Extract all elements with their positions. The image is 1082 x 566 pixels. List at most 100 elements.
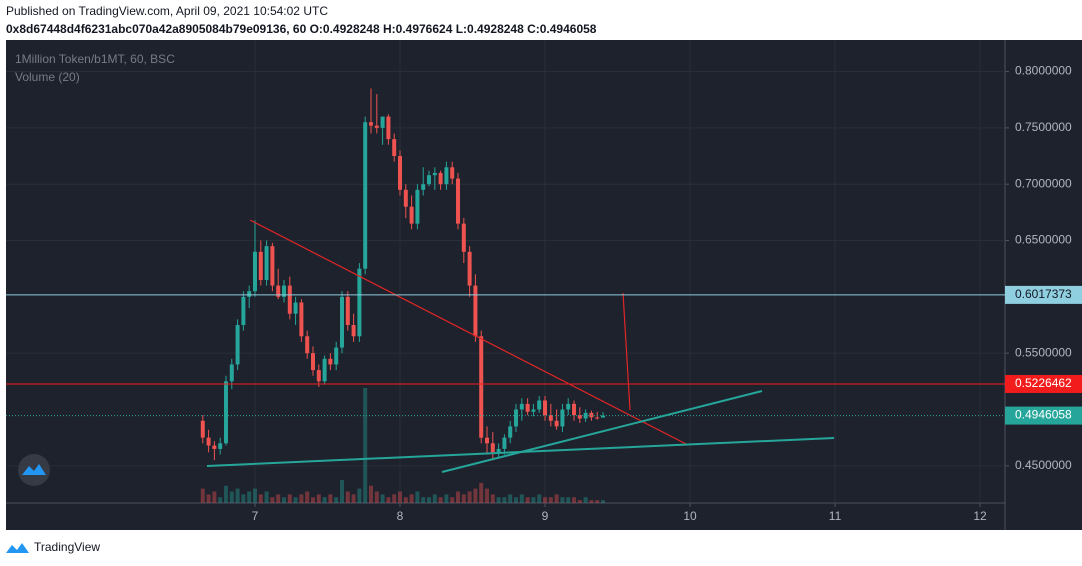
y-tick-label: 0.8000000 bbox=[1015, 64, 1072, 78]
volume-bar bbox=[316, 494, 321, 503]
volume-bar bbox=[537, 494, 542, 503]
volume-bar bbox=[444, 494, 449, 503]
volume-bar bbox=[438, 497, 443, 503]
volume-bar bbox=[363, 388, 368, 503]
volume-bar bbox=[519, 494, 524, 503]
candle-body bbox=[438, 172, 443, 185]
volume-bar bbox=[508, 494, 513, 503]
volume-bar bbox=[514, 497, 519, 503]
volume-bar bbox=[456, 491, 461, 503]
candle-body bbox=[490, 443, 495, 453]
candle-body bbox=[595, 417, 600, 419]
volume-bar bbox=[502, 497, 507, 503]
trendline bbox=[622, 292, 631, 411]
candle-body bbox=[566, 403, 571, 410]
candle-body bbox=[328, 358, 333, 365]
volume-bar bbox=[281, 497, 286, 503]
candle-body bbox=[380, 116, 385, 128]
price-label: 0.6017373 bbox=[1015, 287, 1072, 301]
candle-body bbox=[334, 347, 339, 365]
volume-bar bbox=[560, 497, 565, 503]
volume-bar bbox=[345, 491, 350, 503]
candle-body bbox=[252, 251, 257, 292]
candle-body bbox=[241, 296, 246, 326]
candle-body bbox=[467, 251, 472, 286]
candle-body bbox=[264, 246, 269, 280]
trendline bbox=[249, 219, 689, 446]
footer-brand: TradingView bbox=[34, 540, 100, 554]
volume-bar bbox=[293, 497, 298, 503]
candle-body bbox=[276, 285, 281, 297]
volume-bar bbox=[403, 497, 408, 503]
x-tick-label: 12 bbox=[973, 509, 987, 523]
volume-bar bbox=[409, 494, 414, 503]
volume-bar bbox=[235, 488, 240, 503]
volume-bar bbox=[485, 488, 490, 503]
x-tick-label: 11 bbox=[829, 509, 842, 523]
candle-body bbox=[357, 268, 362, 337]
candle-body bbox=[363, 122, 368, 269]
candle-body bbox=[218, 443, 223, 449]
y-tick-label: 0.7000000 bbox=[1015, 176, 1072, 190]
candle-body bbox=[496, 448, 501, 453]
x-tick-label: 7 bbox=[252, 509, 259, 523]
volume-bar bbox=[392, 494, 397, 503]
volume-bar bbox=[566, 497, 571, 503]
volume-bar bbox=[583, 497, 588, 503]
candle-body bbox=[502, 437, 507, 449]
candle-body bbox=[339, 296, 344, 348]
candle-body bbox=[508, 426, 513, 438]
volume-bar bbox=[322, 497, 327, 503]
candle-body bbox=[543, 400, 548, 416]
candle-body bbox=[206, 437, 211, 446]
volume-bar bbox=[595, 500, 600, 503]
volume-bar bbox=[310, 497, 315, 503]
candle-body bbox=[421, 184, 426, 190]
volume-bar bbox=[247, 491, 252, 503]
candle-body bbox=[519, 403, 524, 410]
x-tick-label: 8 bbox=[397, 509, 404, 523]
y-tick-label: 0.4500000 bbox=[1015, 458, 1072, 472]
candle-body bbox=[305, 336, 310, 354]
volume-bar bbox=[276, 494, 281, 503]
volume-bar bbox=[357, 488, 362, 503]
volume-bar bbox=[328, 494, 333, 503]
volume-bar bbox=[531, 497, 536, 503]
candle-body bbox=[247, 291, 252, 297]
volume-bar bbox=[589, 500, 594, 503]
candle-body bbox=[444, 167, 449, 185]
volume-bar bbox=[572, 497, 577, 503]
volume-legend: Volume (20) bbox=[15, 70, 80, 84]
volume-bar bbox=[287, 494, 292, 503]
volume-bar bbox=[415, 491, 420, 503]
candle-body bbox=[485, 437, 490, 444]
candle-body bbox=[322, 358, 327, 382]
volume-bar bbox=[264, 491, 269, 503]
candle-body bbox=[456, 178, 461, 224]
candle-body bbox=[392, 139, 397, 157]
ohlc-line: 0x8d67448d4f6231abc070a42a8905084b79e091… bbox=[6, 22, 597, 36]
volume-bar bbox=[368, 485, 373, 503]
candle-body bbox=[287, 285, 292, 314]
price-label-box bbox=[1005, 285, 1082, 304]
candle-body bbox=[281, 285, 286, 297]
candle-body bbox=[514, 409, 519, 427]
candle-body bbox=[200, 420, 205, 438]
candle-body bbox=[548, 415, 553, 421]
x-tick-label: 9 bbox=[542, 509, 549, 523]
volume-bar bbox=[258, 494, 263, 503]
candle-body bbox=[403, 189, 408, 207]
volume-bar bbox=[601, 500, 606, 503]
volume-bar bbox=[241, 494, 246, 503]
drawings bbox=[206, 219, 835, 473]
candle-body bbox=[409, 206, 414, 224]
volume-bar bbox=[212, 491, 217, 503]
volume-bar bbox=[467, 491, 472, 503]
trendline bbox=[441, 390, 763, 473]
volume-bar bbox=[450, 497, 455, 503]
candle-body bbox=[270, 246, 275, 286]
candle-body bbox=[310, 353, 315, 371]
candle-body bbox=[235, 325, 240, 365]
candle-body bbox=[386, 116, 391, 140]
published: Published on TradingView.com, April 09, … bbox=[6, 4, 328, 18]
